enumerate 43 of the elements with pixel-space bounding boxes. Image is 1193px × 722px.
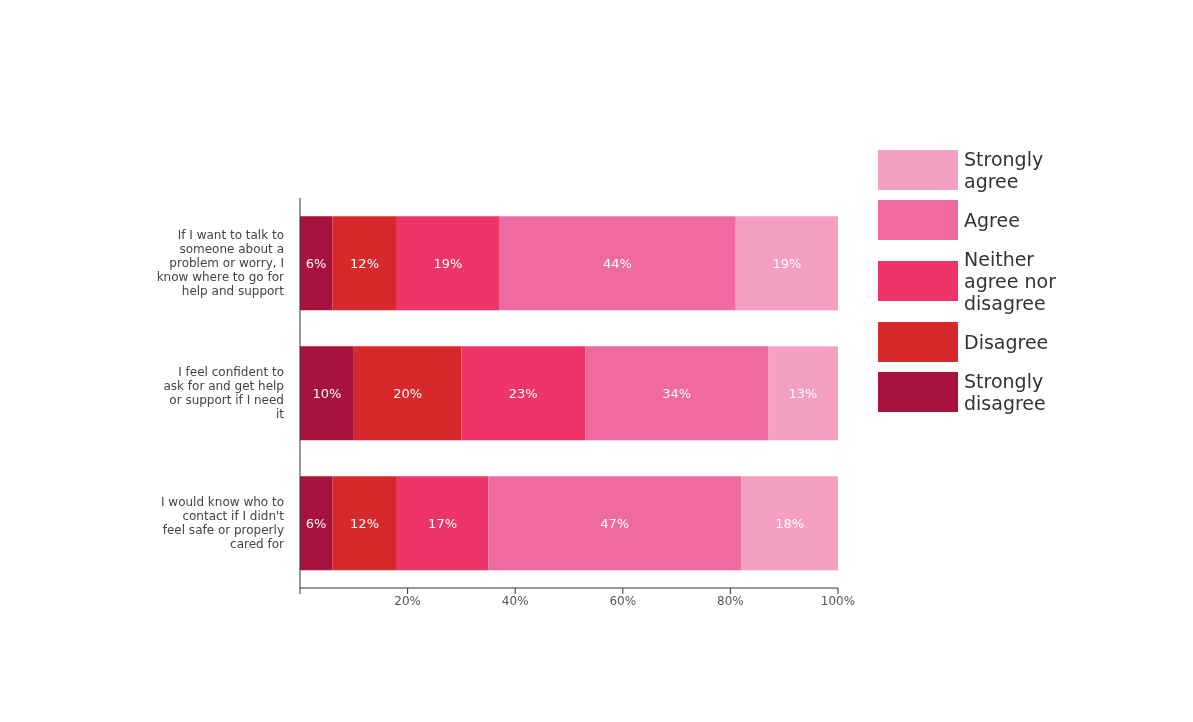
legend-label: Agree (964, 209, 1021, 231)
bar (768, 346, 838, 441)
data-label: 10% (312, 385, 342, 401)
x-tick-label: 80% (717, 593, 744, 608)
y-tick-label: I feel confident to ask for and get help or support if I need it (163, 365, 285, 422)
legend-label: Neither agree nor disagree (964, 248, 1057, 314)
data-label: 13% (788, 385, 818, 401)
legend-label: Disagree (964, 331, 1050, 353)
legend-label: Strongly agree (964, 148, 1045, 192)
data-label: 19% (772, 255, 802, 271)
bar (461, 346, 586, 441)
data-label: 6% (305, 255, 327, 271)
y-tick-label: I would know who to contact if I didn't feel safe or properly cared for (160, 495, 285, 552)
x-tick-label: 60% (609, 593, 637, 608)
data-label: 19% (433, 255, 463, 271)
data-label: 12% (350, 255, 380, 271)
data-label: 18% (775, 515, 805, 531)
bar (488, 476, 742, 571)
bar (396, 216, 500, 311)
data-label: 12% (350, 515, 380, 531)
bar (735, 216, 838, 311)
data-label: 23% (508, 385, 538, 401)
data-label: 34% (662, 385, 692, 401)
bar (300, 216, 333, 311)
data-label: 17% (428, 515, 458, 531)
bar (396, 476, 489, 571)
data-label: 44% (602, 255, 632, 271)
bar (300, 346, 354, 441)
data-label: 6% (305, 515, 327, 531)
y-tick-label: If I want to talk to someone about a problem or worry, I know where to go for help and support (156, 228, 285, 299)
bar (300, 476, 333, 571)
data-label: 47% (600, 515, 630, 531)
bar (332, 476, 397, 571)
bar (499, 216, 736, 311)
legend-label: Strongly disagree (964, 370, 1047, 414)
bar (353, 346, 462, 441)
x-tick-label: 100% (820, 593, 856, 608)
bar (585, 346, 769, 441)
data-label: 20% (393, 385, 423, 401)
bar (741, 476, 838, 571)
bar (332, 216, 397, 311)
x-tick-label: 40% (501, 593, 529, 608)
x-tick-label: 20% (394, 593, 421, 608)
